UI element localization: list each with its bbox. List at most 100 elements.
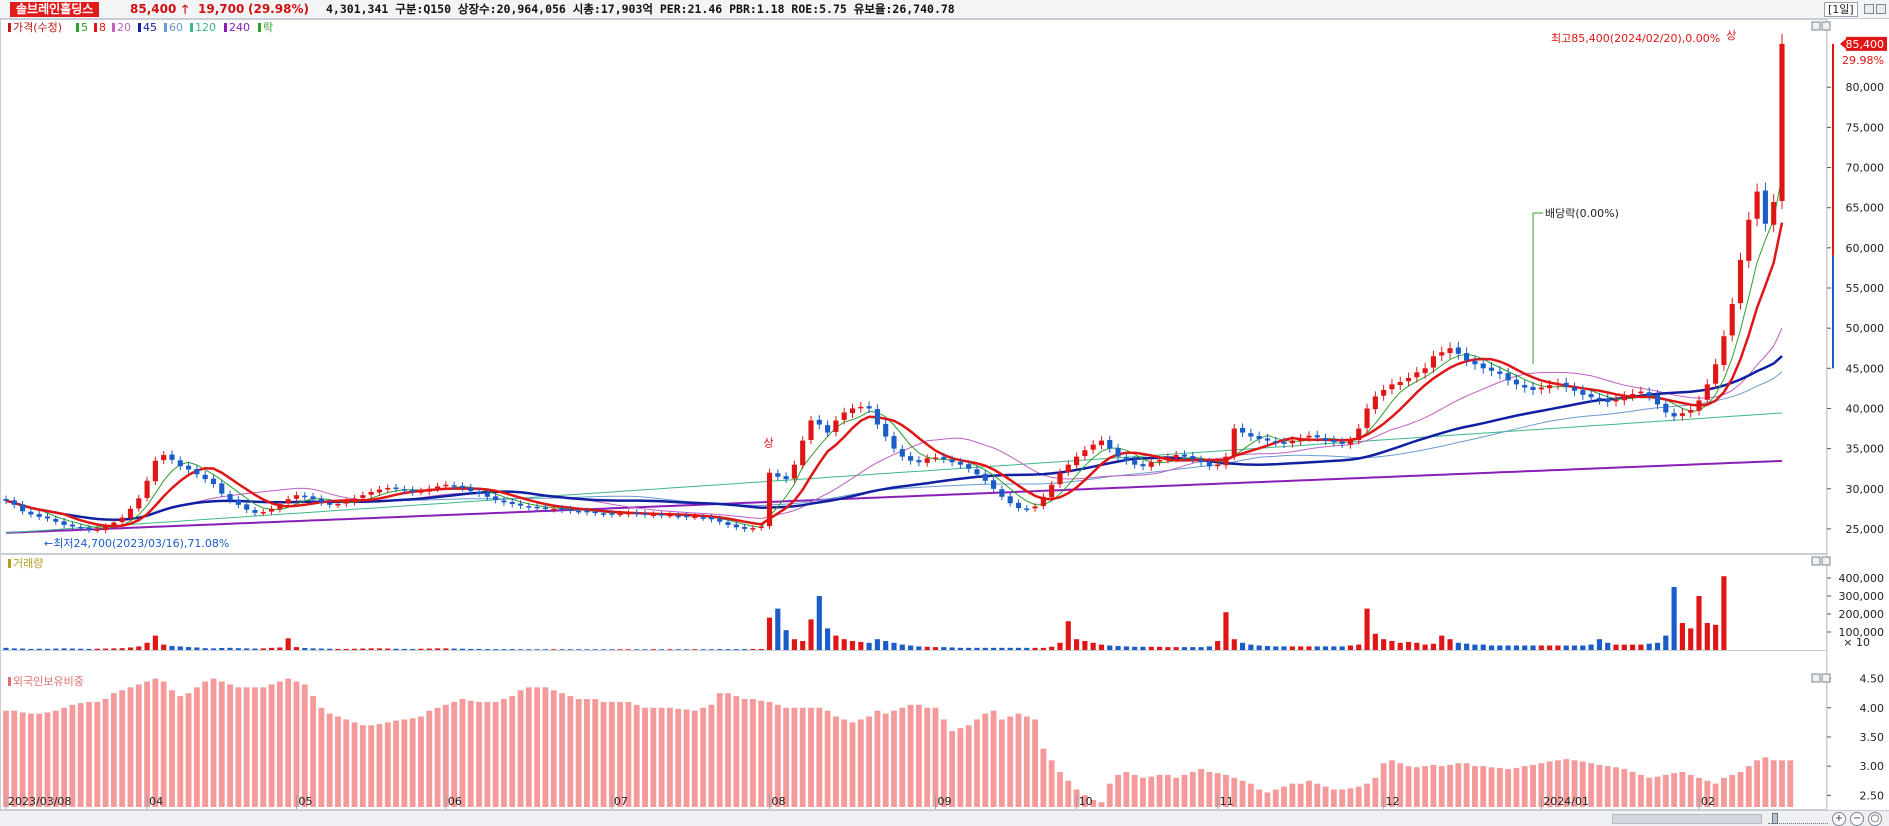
volume-bar	[1007, 647, 1013, 650]
candle-body	[625, 512, 632, 515]
volume-bar	[1538, 645, 1544, 650]
volume-bar	[426, 648, 432, 650]
candle-body	[1339, 441, 1345, 444]
candle-body	[327, 502, 333, 505]
x-axis-label: 04	[149, 795, 163, 808]
candle-body	[1057, 472, 1063, 485]
foreign-ratio-bar	[19, 712, 26, 807]
volume-bar	[841, 639, 847, 650]
foreign-ratio-bar	[1181, 774, 1188, 807]
foreign-ratio-bar	[617, 701, 624, 807]
volume-bar	[999, 647, 1005, 650]
candle-body	[1580, 390, 1586, 395]
volume-bar	[1405, 641, 1412, 650]
volume-bar	[136, 646, 142, 650]
pane-close-icon[interactable]	[1821, 21, 1831, 31]
chart-area[interactable]: 25,000 30,000 35,000 40,000 45,000 50,000 55,0…	[0, 19, 1889, 810]
volume-bar	[260, 648, 266, 650]
candle-body	[791, 464, 797, 479]
candle-body	[426, 488, 432, 492]
volume-bar	[302, 648, 308, 650]
current-price-tag	[1846, 36, 1887, 51]
candle-body	[766, 472, 773, 527]
candle-body	[1571, 387, 1578, 391]
candle-body	[268, 508, 275, 512]
candle-body	[1049, 484, 1055, 498]
candle-body	[1713, 364, 1719, 384]
legend-swatch	[138, 23, 141, 32]
candle-body	[1447, 348, 1453, 354]
zoom-in-icon[interactable]: +	[1832, 812, 1846, 826]
volume-bar	[1704, 623, 1710, 650]
foreign-ratio-bar	[210, 678, 217, 807]
foreign-ratio-bar	[1156, 774, 1163, 807]
foreign-axis-tick-label: 4.00	[1860, 702, 1885, 715]
candle-body	[1754, 191, 1760, 219]
period-selector[interactable]: [1일]	[1824, 2, 1858, 17]
volume-bar	[1273, 646, 1279, 650]
price-axis-tick-label: 25,000	[1846, 523, 1885, 536]
candle-body	[1663, 403, 1669, 413]
candle-body	[1248, 433, 1254, 437]
candle-body	[318, 498, 324, 503]
candle-body	[1107, 440, 1113, 449]
low-price-annotation: ←최저24,700(2023/03/16),71.08%	[44, 537, 229, 550]
candle-body	[11, 500, 17, 505]
ma-8-line	[5, 222, 1784, 528]
zoom-slider-knob[interactable]	[1772, 813, 1778, 824]
volume-bar	[360, 648, 366, 650]
volume-bar	[1513, 645, 1520, 650]
price-pane[interactable]	[0, 19, 1827, 554]
foreign-ratio-bar	[1538, 763, 1545, 807]
foreign-ratio-bar	[1297, 783, 1304, 807]
foreign-ratio-bar	[1256, 789, 1263, 807]
candle-body	[991, 480, 997, 489]
candle-body	[1464, 353, 1470, 361]
candle-body	[1488, 367, 1495, 371]
zoom-reset-icon[interactable]: ○	[1868, 812, 1882, 826]
foreign-ratio-bar	[144, 681, 150, 807]
foreign-ratio-bar	[1281, 786, 1287, 807]
volume-bar	[1630, 644, 1636, 650]
close-icon[interactable]	[1876, 4, 1886, 14]
legend-swatch	[8, 23, 11, 32]
candle-body	[3, 498, 9, 501]
volume-pane[interactable]	[0, 554, 1827, 651]
minimize-icon[interactable]	[1864, 4, 1874, 14]
pane-maximize-icon[interactable]	[1811, 21, 1821, 31]
foreign-ratio-bar	[1389, 760, 1395, 807]
foreign-ratio-bar	[1430, 764, 1437, 807]
foreign-ratio-bar	[584, 699, 590, 807]
candle-body	[393, 487, 399, 489]
volume-bar	[1107, 645, 1113, 650]
volume-bar	[1082, 641, 1088, 650]
foreign-ratio-bar	[658, 707, 665, 807]
volume-bar	[1049, 646, 1055, 650]
stock-name[interactable]: 솔브레인홀딩스	[10, 2, 100, 17]
foreign-ratio-bar	[1546, 761, 1553, 807]
volume-bar	[293, 647, 300, 650]
chart-scroll-bar[interactable]: + − ○	[0, 810, 1889, 826]
zoom-out-icon[interactable]: −	[1850, 812, 1864, 826]
candle-body	[1596, 397, 1602, 400]
foreign-ratio-bar	[575, 699, 582, 807]
pane-maximize-icon[interactable]	[1811, 673, 1821, 683]
pane-maximize-icon[interactable]	[1811, 556, 1821, 566]
candle-body	[949, 459, 955, 463]
foreign-ratio-bar	[766, 701, 773, 807]
legend-swatch	[8, 559, 11, 568]
legend-label: 20	[117, 21, 131, 34]
pane-close-icon[interactable]	[1821, 556, 1831, 566]
volume-bar	[169, 646, 175, 650]
candle-body	[1439, 352, 1445, 356]
candle-body	[750, 528, 756, 530]
candle-body	[1737, 259, 1744, 304]
scroll-thumb[interactable]	[1612, 814, 1762, 824]
volume-bar	[816, 596, 822, 650]
candle-body	[1688, 410, 1694, 413]
pane-close-icon[interactable]	[1821, 673, 1831, 683]
zoom-slider[interactable]	[1768, 814, 1828, 824]
volume-bar	[1696, 596, 1702, 650]
volume-bar	[1132, 646, 1138, 650]
